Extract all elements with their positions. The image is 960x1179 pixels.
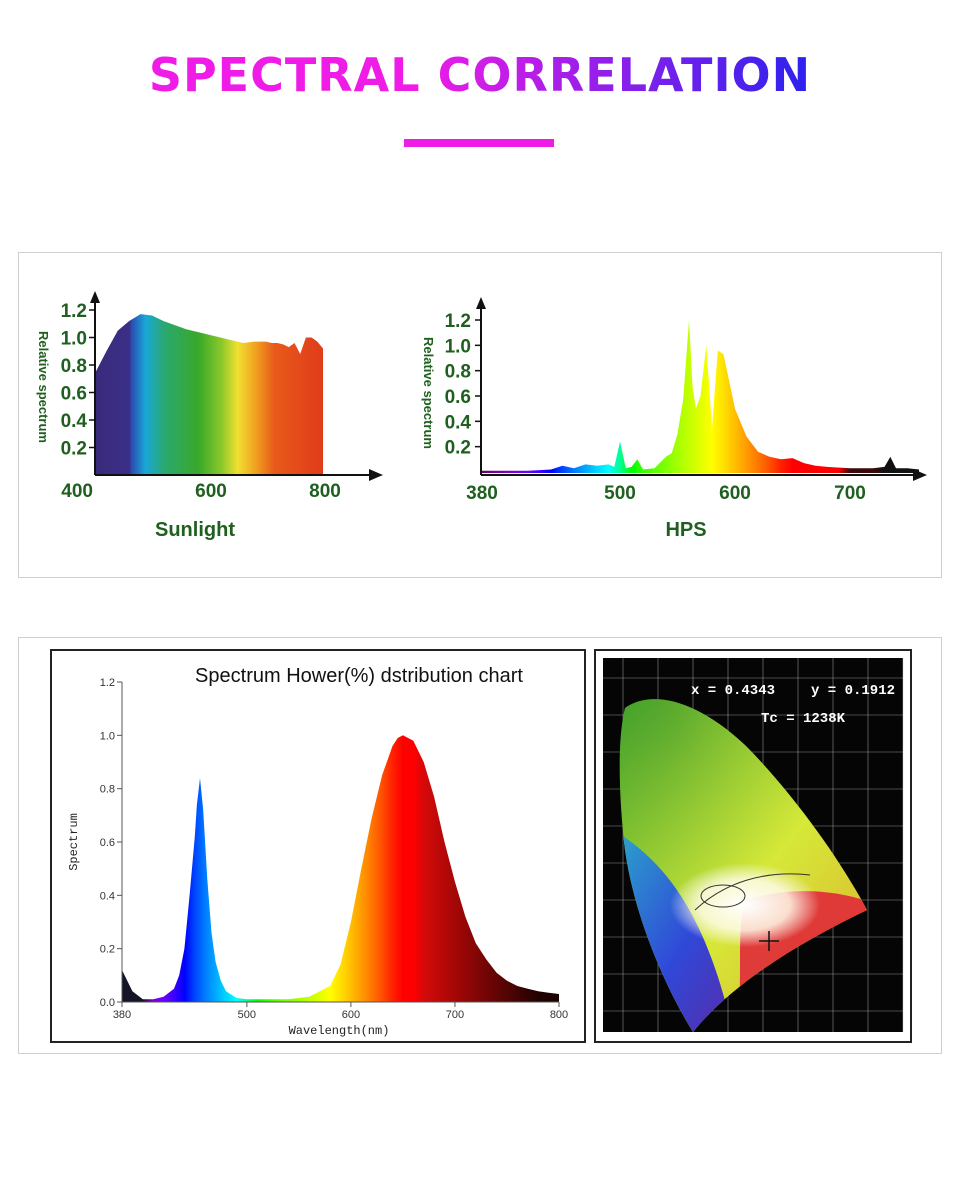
hps-y-tick-label: 0.6 — [445, 387, 471, 408]
hps-y-tick-label: 1.2 — [445, 311, 471, 332]
led-x-tick-label: 800 — [550, 1009, 568, 1021]
hps-chart-title: HPS — [665, 519, 706, 541]
hps-y-tick-label: 1.0 — [445, 336, 471, 357]
title-underline — [404, 139, 554, 147]
sunlight-y-tick-label: 0.2 — [61, 439, 87, 460]
hps-x-tick-label: 700 — [834, 483, 866, 504]
page-title-part-1: SPECTRAL — [148, 48, 421, 102]
hps-y-tick-label: 0.8 — [445, 362, 471, 383]
planckian-locus — [694, 873, 811, 911]
sunlight-y-tick-label: 0.8 — [61, 356, 87, 377]
led-y-tick-label: 0.2 — [100, 944, 115, 956]
led-x-tick-label: 500 — [238, 1009, 256, 1021]
sunlight-y-tick-label: 0.4 — [61, 411, 88, 432]
hps-spectrum-area — [482, 320, 919, 473]
page-title-part-2: CORRELATION — [420, 48, 812, 102]
led-and-cie-charts: Spectrum Hower(%) dstribution chart 0.0 0… — [50, 649, 912, 1043]
hps-y-tick-label: 0.4 — [445, 412, 472, 433]
led-x-tick-label: 380 — [113, 1009, 131, 1021]
led-y-tick-label: 0.4 — [100, 890, 115, 902]
sunlight-x-tick-label: 400 — [61, 481, 93, 502]
sunlight-hps-charts: 0.2 0.4 0.6 0.8 1.0 1.2 400 600 800 Relative sp… — [36, 291, 927, 541]
hps-y-tick-label: 0.2 — [445, 438, 471, 459]
sunlight-y-axis-label: Relative spectrum — [36, 331, 51, 443]
sunlight-chart: 0.2 0.4 0.6 0.8 1.0 1.2 400 600 800 Relative sp… — [36, 291, 383, 541]
led-y-tick-label: 0.6 — [100, 837, 115, 849]
led-y-tick-label: 1.2 — [100, 677, 115, 689]
page-title: SPECTRAL CORRELATION — [0, 48, 960, 102]
hps-x-axis-arrow — [913, 469, 927, 481]
cie-tc-readout: Tc = 1238K — [761, 711, 846, 727]
hps-y-axis-label: Relative spectrum — [421, 337, 436, 449]
led-y-axis-label: Spectrum — [67, 813, 81, 871]
comparison-panel-bottom: Spectrum Hower(%) dstribution chart 0.0 0… — [18, 637, 942, 1054]
hps-x-tick-label: 380 — [466, 483, 498, 504]
sunlight-x-tick-label: 600 — [195, 481, 227, 502]
led-x-axis-label: Wavelength(nm) — [289, 1024, 390, 1038]
led-y-tick-label: 0.0 — [100, 997, 115, 1009]
led-spectrum-area — [122, 735, 559, 1002]
locus-ellipse — [700, 884, 746, 908]
comparison-panel-top: 0.2 0.4 0.6 0.8 1.0 1.2 400 600 800 Relative sp… — [18, 252, 942, 578]
cie-chromaticity-diagram: x = 0.4343 y = 0.1912 Tc = 1238K — [594, 649, 912, 1043]
cie-x-readout: x = 0.4343 — [691, 683, 775, 699]
sunlight-chart-title: Sunlight — [155, 519, 235, 541]
sunlight-x-axis-arrow — [369, 469, 383, 481]
sunlight-y-tick-label: 1.0 — [61, 329, 87, 350]
led-x-tick-label: 700 — [446, 1009, 464, 1021]
hps-chart: 0.2 0.4 0.6 0.8 1.0 1.2 380 500 600 700 Relative… — [421, 297, 927, 541]
sunlight-y-axis-arrow — [90, 291, 100, 303]
hps-x-tick-label: 600 — [719, 483, 751, 504]
hps-y-axis-arrow — [476, 297, 486, 309]
led-chart-title: Spectrum Hower(%) dstribution chart — [195, 665, 523, 687]
sunlight-spectrum-area — [95, 314, 323, 475]
sunlight-y-tick-label: 0.6 — [61, 384, 87, 405]
sunlight-x-tick-label: 800 — [309, 481, 341, 502]
led-y-tick-label: 0.8 — [100, 784, 115, 796]
cie-y-readout: y = 0.1912 — [811, 683, 895, 699]
led-x-tick-label: 600 — [342, 1009, 360, 1021]
sunlight-y-tick-label: 1.2 — [61, 301, 87, 322]
led-y-tick-label: 1.0 — [100, 730, 115, 742]
hps-x-tick-label: 500 — [604, 483, 636, 504]
